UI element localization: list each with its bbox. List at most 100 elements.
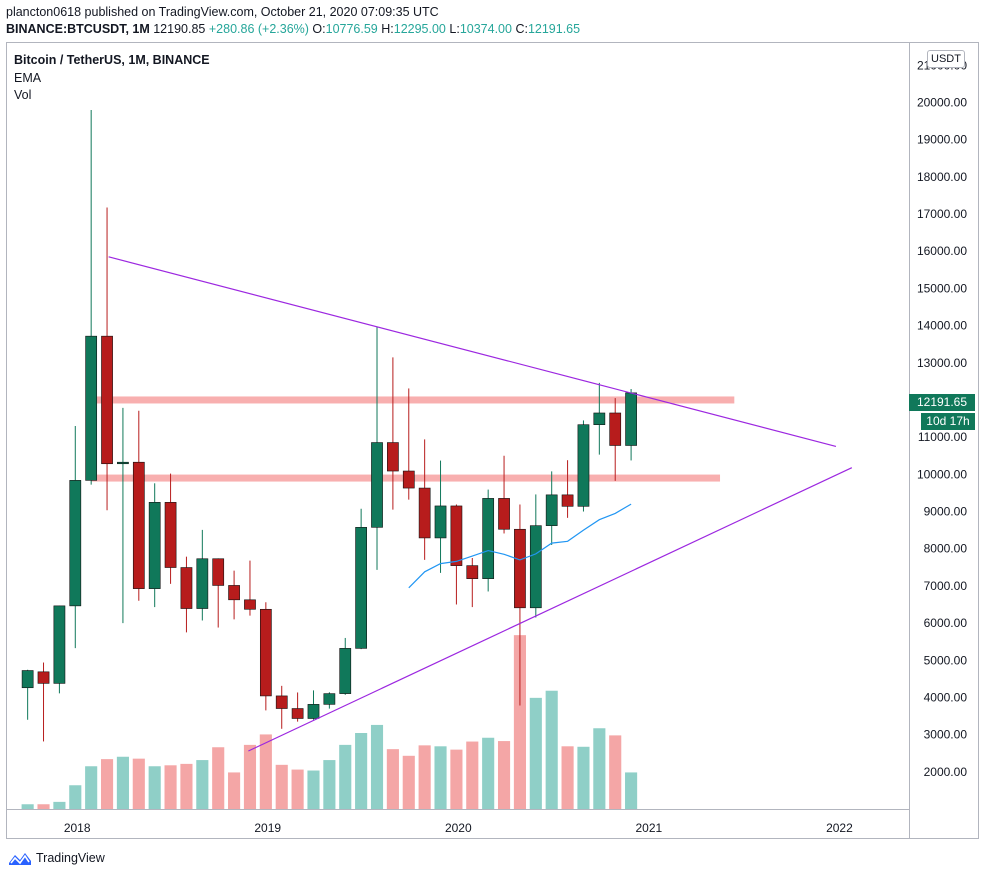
price-tick-label: 14000.00: [917, 319, 967, 333]
volume-bar: [513, 635, 526, 809]
candle-body: [85, 335, 98, 481]
volume-bar: [386, 749, 399, 809]
candle: [593, 382, 606, 455]
volume-bar: [561, 746, 574, 809]
volume-bar: [418, 745, 431, 809]
price-tick-label: 16000.00: [917, 244, 967, 258]
volume-bar: [116, 756, 129, 809]
candle: [355, 508, 367, 650]
candle-body: [307, 704, 320, 719]
chart-frame: [6, 42, 979, 839]
ema-line: [408, 503, 632, 589]
high-value: 12295.00: [393, 22, 446, 36]
volume-bar: [291, 769, 304, 809]
candle-body: [450, 505, 463, 566]
candle-body: [291, 708, 304, 719]
volume-bar: [37, 804, 50, 809]
low-value: 10374.00: [459, 22, 512, 36]
candle-body: [625, 392, 637, 446]
price-tick-label: 7000.00: [924, 579, 968, 593]
volume-bar: [450, 749, 463, 809]
candle: [402, 388, 415, 500]
candle-body: [371, 442, 383, 528]
candle: [482, 489, 495, 592]
time-tick-label: 2019: [254, 821, 281, 835]
candle-body: [482, 498, 495, 579]
tradingview-logo-icon: [9, 853, 31, 865]
volume-bar: [545, 690, 558, 809]
price-tick-label: 8000.00: [924, 542, 968, 556]
candle: [609, 398, 622, 481]
candle: [561, 460, 574, 518]
volume-bar: [593, 728, 606, 809]
price-tick-label: 13000.00: [917, 356, 967, 370]
candle: [21, 669, 34, 720]
candle: [323, 692, 336, 709]
candle: [132, 410, 145, 601]
candle: [85, 110, 98, 485]
low-label: L:: [449, 22, 460, 36]
volume-bar: [243, 744, 257, 809]
close-label: C:: [515, 22, 528, 36]
candle-body: [117, 461, 129, 465]
time-tick-label: 2021: [636, 821, 663, 835]
candle: [69, 426, 82, 649]
volume-bar: [370, 724, 384, 809]
volume-bar: [466, 741, 479, 809]
candle: [164, 473, 177, 584]
last-price-badge: 12191.65: [909, 394, 975, 411]
currency-button[interactable]: USDT: [927, 50, 965, 68]
close-value: 12191.65: [527, 22, 581, 36]
candle: [498, 455, 510, 534]
candle: [117, 407, 129, 624]
candle: [259, 602, 272, 711]
time-tick-label: 2020: [445, 821, 472, 835]
volume-bar: [21, 804, 34, 809]
candle-body: [339, 648, 352, 694]
volume-bar: [434, 746, 447, 809]
candle-body: [53, 605, 66, 684]
tradingview-brand[interactable]: TradingView: [8, 850, 105, 866]
price-change: +280.86 (+2.36%): [208, 22, 309, 36]
candle-body: [69, 480, 82, 607]
candle-body: [466, 565, 479, 579]
candles: [21, 110, 637, 742]
countdown-badge: 10d 17h: [921, 413, 975, 430]
resistance-zones: [91, 396, 735, 482]
time-axis-labels: 2018 2019 2020 2021 2022: [64, 821, 853, 835]
publisher-line: plancton0618 published on TradingView.co…: [6, 5, 439, 19]
volume-bar: [69, 785, 82, 809]
price-tick-label: 17000.00: [917, 207, 967, 221]
candle: [545, 471, 558, 545]
legend-vol[interactable]: Vol: [14, 88, 32, 102]
candle: [529, 494, 542, 618]
trendline-descending: [108, 256, 837, 448]
candle-body: [164, 502, 177, 568]
volume-bar: [323, 760, 336, 809]
candle: [291, 692, 304, 722]
candle: [275, 685, 288, 729]
candle-body: [514, 528, 526, 609]
volume-bar: [180, 763, 193, 809]
open-label: O:: [312, 22, 326, 36]
candle-body: [418, 487, 431, 539]
candle-body: [259, 608, 272, 697]
candle: [450, 504, 463, 605]
time-tick-label: 2022: [826, 821, 853, 835]
legend-ema[interactable]: EMA: [14, 71, 42, 85]
price-tick-label: 15000.00: [917, 281, 967, 295]
candle: [212, 558, 225, 628]
candle-body: [529, 525, 542, 609]
high-label: H:: [381, 22, 394, 36]
symbol-label: BINANCE:BTCUSDT, 1M: [6, 22, 150, 36]
candle-body: [355, 527, 367, 649]
candle: [244, 560, 256, 616]
candle-body: [498, 498, 510, 530]
volume-bar: [355, 733, 368, 809]
candle-body: [387, 442, 399, 472]
volume-bar: [402, 755, 415, 809]
candle-body: [228, 585, 240, 601]
candle-body: [196, 558, 209, 609]
trendlines[interactable]: [108, 256, 853, 752]
